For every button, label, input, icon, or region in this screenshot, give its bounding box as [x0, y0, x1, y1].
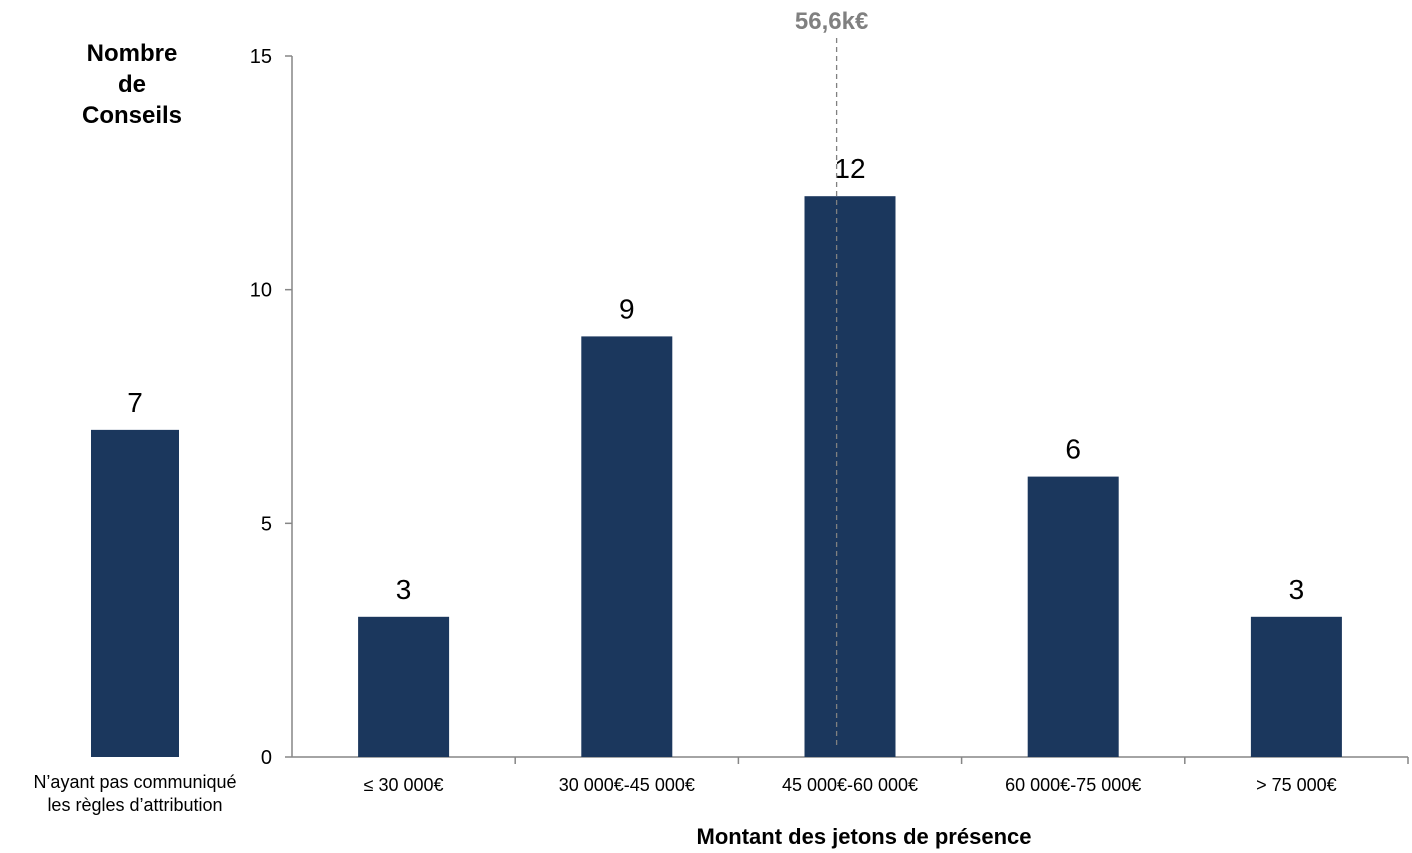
- x-tick-label: 45 000€-60 000€: [782, 775, 918, 795]
- bar: [804, 196, 896, 757]
- y-axis-title-line: Conseils: [81, 102, 183, 129]
- bar: [1250, 616, 1342, 757]
- bar: [358, 616, 450, 757]
- x-tick-label: 60 000€-75 000€: [1005, 775, 1141, 795]
- bar: [1027, 476, 1119, 757]
- data-label: 3: [1289, 574, 1305, 605]
- bar-separate: [91, 429, 179, 757]
- y-tick-label: 0: [261, 747, 272, 769]
- data-label: 7: [127, 387, 143, 418]
- separate-category-label-line: N’ayant pas communiqué: [33, 772, 237, 792]
- x-tick-label: ≤ 30 000€: [364, 775, 444, 795]
- bar: [581, 336, 673, 757]
- data-label: 9: [619, 293, 635, 324]
- separate-category-label: N’ayant pas communiqué les règles d’attr…: [0, 771, 270, 817]
- x-axis-title: Montant des jetons de présence: [697, 824, 1032, 849]
- y-axis-title-line: de: [117, 71, 146, 98]
- y-axis-title: Nombre de Conseils: [62, 38, 202, 131]
- data-label: 6: [1065, 434, 1081, 465]
- y-tick-label: 15: [250, 46, 272, 68]
- reference-label: 56,6k€: [795, 8, 868, 35]
- x-tick-label: 30 000€-45 000€: [559, 775, 695, 795]
- data-label: 12: [834, 153, 865, 184]
- data-label: 3: [396, 574, 412, 605]
- x-tick-label: > 75 000€: [1256, 775, 1337, 795]
- y-tick-label: 5: [261, 513, 272, 535]
- separate-category-label-line: les règles d’attribution: [47, 795, 223, 815]
- y-tick-label: 10: [250, 280, 272, 302]
- y-axis-title-line: Nombre: [86, 40, 178, 67]
